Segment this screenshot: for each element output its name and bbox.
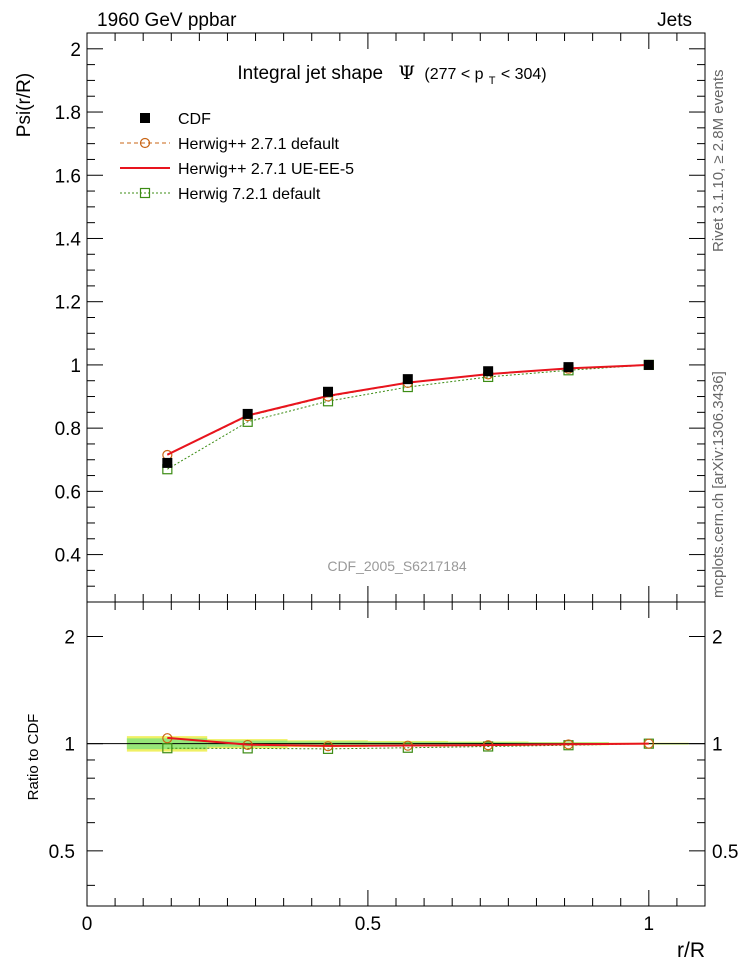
cdf-data-point [483,366,494,377]
x-tick-label: 0 [82,914,93,935]
header-right: Jets [657,10,692,31]
main-y-tick-label: 0.6 [55,482,81,503]
legend-marker [139,137,151,149]
x-axis-label: r/R [677,939,705,962]
main-y-tick-label: 2 [70,40,81,61]
cdf-data-point [242,408,253,419]
rivet-label: Rivet 3.1.10, ≥ 2.8M events [710,70,727,253]
main-series [162,359,654,475]
legend-label: Herwig++ 2.7.1 default [178,136,340,153]
plot-title-range: (277 < p [424,66,483,83]
ratio-series [162,733,654,754]
main-y-axis-ticks: 0.4 0.6 0.8 1 1.2 1.4 1.6 1.8 2 [55,40,705,587]
ratio-y-tick-label-right: 0.5 [712,842,738,863]
ratio-y-tick-label: 0.5 [49,842,75,863]
main-y-tick-label: 0.4 [55,546,82,567]
header-left: 1960 GeV ppbar [97,10,237,31]
mcplots-label: mcplots.cern.ch [arXiv:1306.3436] [710,371,727,598]
plot-title-prefix: Integral jet shape [237,63,383,84]
ratio-point [162,743,173,754]
cdf-data-point [323,386,334,397]
ratio-y-axis-label: Ratio to CDF [25,714,42,801]
legend-label: Herwig 7.2.1 default [178,186,321,203]
ratio-y-axis-ticks: 0.5 0.5 1 1 2 2 [49,628,738,886]
main-y-tick-label: 0.8 [55,419,81,440]
cdf-data-point [563,362,574,373]
legend-label: CDF [178,111,211,128]
ratio-series-line [167,736,649,747]
ratio-y-tick-label-right: 2 [712,628,723,649]
x-axis-ticks: 0 0.5 1 [82,33,706,935]
main-y-tick-label: 1 [70,356,81,377]
ratio-plot-frame [86,601,706,907]
plot-title-sub: T [489,75,496,87]
legend: CDF Herwig++ 2.7.1 default Herwig++ 2.7.1 … [120,111,354,203]
main-y-axis-label: Psi(r/R) [14,73,35,137]
legend-label: Herwig++ 2.7.1 UE-EE-5 [178,161,354,178]
main-y-tick-label: 1.2 [55,293,81,314]
ratio-y-tick-label-right: 1 [712,735,723,756]
plot-title-symbol: Ψ [398,62,415,84]
main-y-tick-label: 1.4 [55,229,82,250]
legend-marker [140,113,150,123]
cdf-data-point [643,359,654,370]
ratio-point [322,743,334,754]
main-y-tick-label: 1.6 [55,166,81,187]
cdf-data-point [162,457,173,468]
ratio-y-tick-label: 2 [64,628,75,649]
analysis-watermark: CDF_2005_S6217184 [327,558,467,574]
main-y-tick-label: 1.8 [55,103,81,124]
cdf-data-point [402,374,413,385]
x-tick-label: 1 [644,914,655,935]
legend-marker [139,187,151,199]
plot-title: Integral jet shape Ψ (277 < p T < 304) [237,62,546,89]
ratio-y-tick-label: 1 [64,735,75,756]
x-tick-label: 0.5 [355,914,381,935]
plot-title-range-end: < 304) [501,66,547,83]
